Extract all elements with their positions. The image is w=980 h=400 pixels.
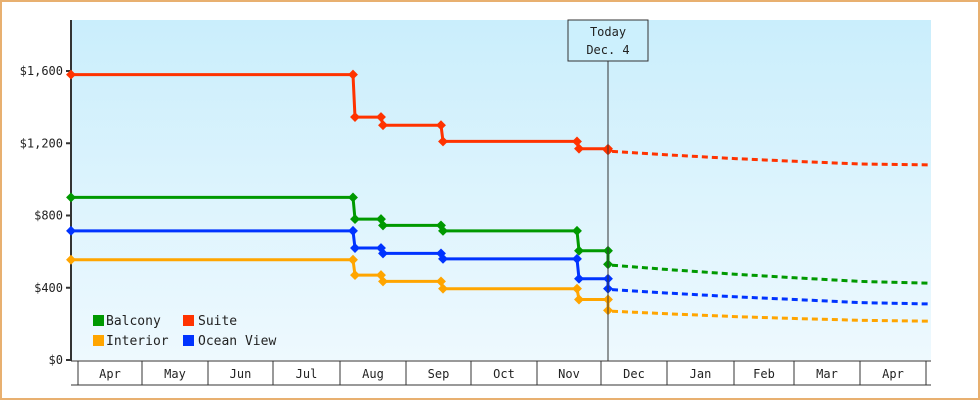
legend-label-suite: Suite [198, 314, 237, 329]
series-balcony [66, 192, 932, 285]
y-tick-label: $1,600 [20, 64, 63, 78]
x-tick-label: May [164, 367, 186, 381]
x-tick-label: Oct [493, 367, 515, 381]
legend-swatch-ocean-view [183, 335, 194, 346]
legend: Balcony Suite Interior Ocean View [93, 314, 276, 349]
x-axis: Apr May Jun Jul Aug Sep Oct Nov Dec Jan Feb Mar Apr [71, 360, 931, 386]
today-date: Dec. 4 [586, 43, 629, 57]
y-tick-label: $0 [49, 353, 63, 367]
x-tick-label: Jul [296, 367, 318, 381]
legend-swatch-suite [183, 315, 194, 326]
y-tick-label: $1,200 [20, 136, 63, 150]
y-tick-label: $400 [34, 281, 63, 295]
legend-label-balcony: Balcony [106, 314, 161, 329]
x-tick-label: Apr [99, 367, 121, 381]
legend-label-interior: Interior [106, 334, 169, 349]
x-tick-label: Mar [816, 367, 838, 381]
today-label: Today [590, 25, 626, 39]
legend-label-ocean-view: Ocean View [198, 334, 276, 349]
today-marker: Today Dec. 4 [567, 19, 649, 361]
x-tick-label: Feb [753, 367, 775, 381]
series-suite [66, 69, 932, 167]
x-tick-label: Apr [882, 367, 904, 381]
x-tick-label: Aug [362, 367, 384, 381]
x-tick-label: Jun [230, 367, 252, 381]
x-tick-label: Nov [558, 367, 580, 381]
x-tick-label: Dec [623, 367, 645, 381]
series-lines [66, 69, 932, 323]
legend-swatch-interior [93, 335, 104, 346]
plot-area [71, 20, 931, 360]
x-tick-label: Sep [428, 367, 450, 381]
series-ocean-view [66, 225, 932, 306]
legend-swatch-balcony [93, 315, 104, 326]
x-tick-label: Jan [690, 367, 712, 381]
y-axis: $0 $400 $800 $1,200 $1,600 [20, 20, 72, 367]
y-tick-label: $800 [34, 209, 63, 223]
